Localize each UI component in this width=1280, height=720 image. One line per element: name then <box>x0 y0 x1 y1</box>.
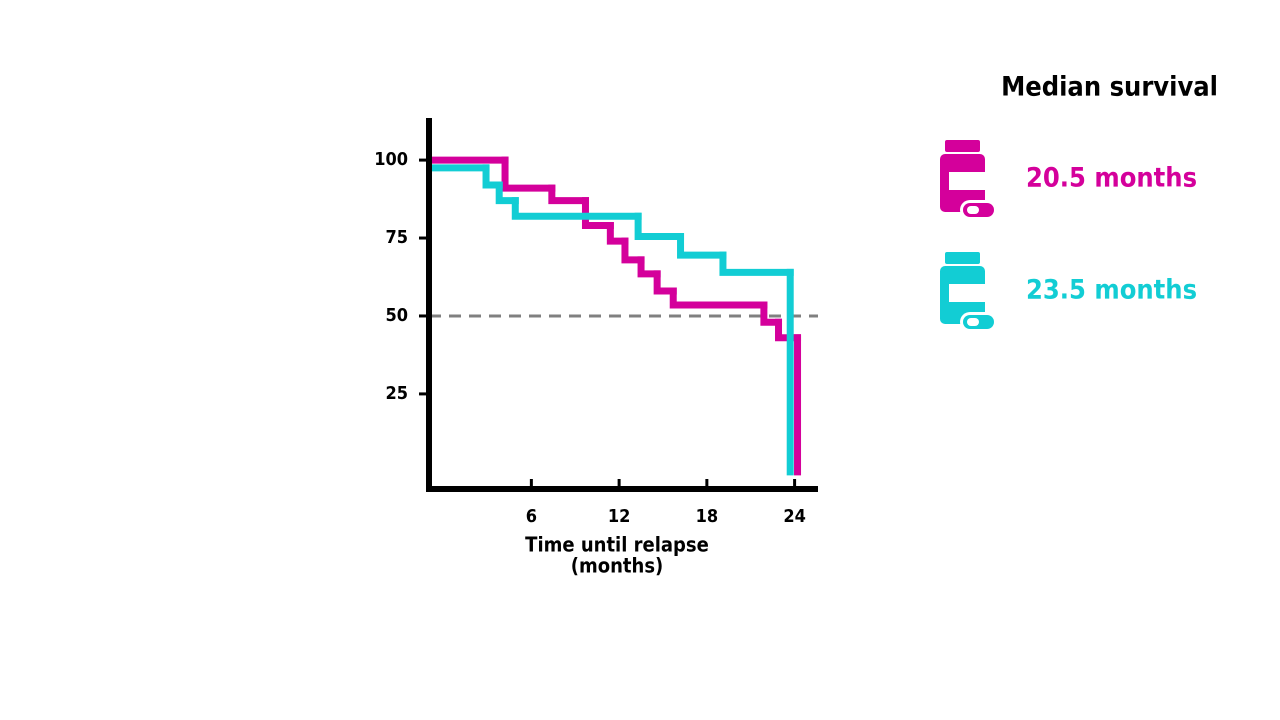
y-tick-label: 50 <box>385 305 408 326</box>
step-segment <box>669 287 768 309</box>
x-axis-label: (months) <box>571 554 664 578</box>
x-tick-label: 6 <box>526 506 537 527</box>
legend-label: 23.5 months <box>1026 275 1197 306</box>
bottle-label <box>949 284 985 302</box>
pill-half <box>967 318 979 326</box>
y-tick-label: 25 <box>385 383 408 404</box>
bottle-cap <box>945 140 980 152</box>
y-tick-label: 100 <box>374 149 408 170</box>
legend-icon <box>940 252 997 332</box>
step-segment <box>511 197 642 220</box>
step-segment <box>634 212 685 240</box>
step-segment <box>719 251 794 276</box>
x-tick-label: 24 <box>783 506 806 527</box>
y-tick-label: 75 <box>385 227 408 248</box>
bottle-label <box>949 172 985 190</box>
step-segment <box>760 301 783 326</box>
legend-icon <box>940 140 997 220</box>
legend-title: Median survival <box>1001 72 1218 103</box>
bottle-cap <box>945 252 980 264</box>
x-axis-label: Time until relapse <box>525 533 709 557</box>
x-tick-label: 18 <box>696 506 719 527</box>
step-segment <box>495 181 519 205</box>
step-segment <box>581 197 614 230</box>
step-segment <box>606 222 629 245</box>
step-segment <box>548 184 589 205</box>
step-segment <box>677 232 727 259</box>
step-segment <box>653 270 677 295</box>
step-segment <box>482 164 503 189</box>
step-segment <box>501 156 556 192</box>
pill-half <box>967 206 979 214</box>
step-segment <box>621 237 645 264</box>
x-tick-label: 12 <box>608 506 631 527</box>
step-segment <box>637 256 661 278</box>
legend-label: 20.5 months <box>1026 163 1197 194</box>
